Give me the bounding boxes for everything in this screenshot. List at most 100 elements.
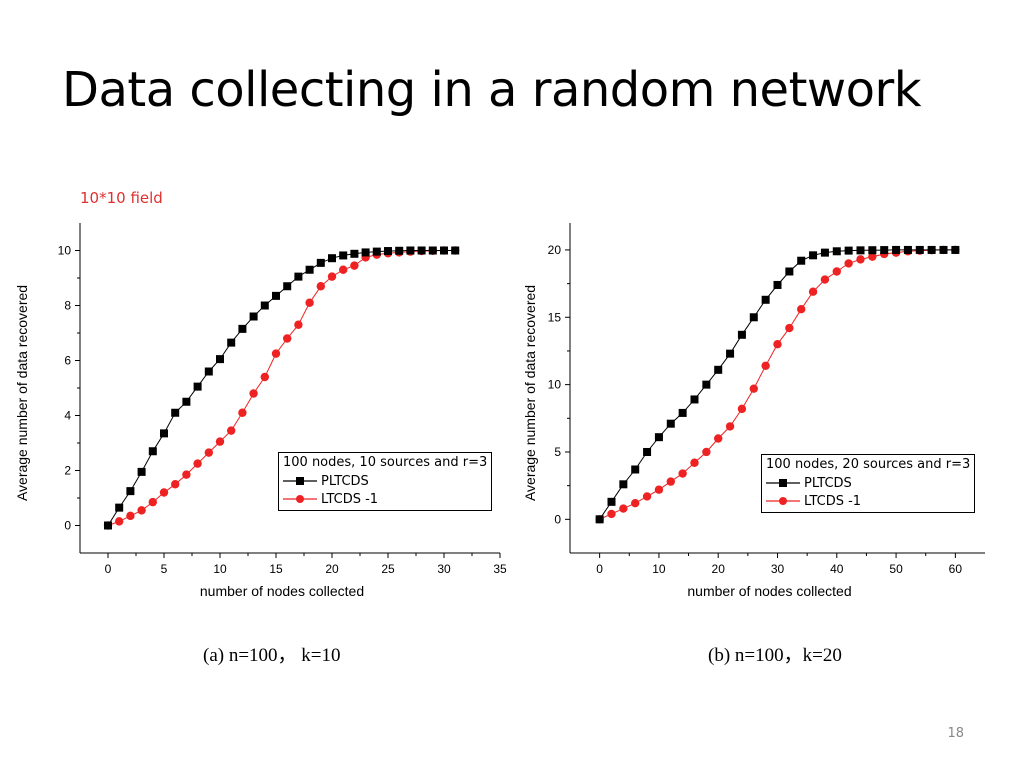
data-point-pltcds — [607, 497, 616, 506]
data-point-ltcds — [126, 511, 135, 521]
y-tick-label: 10 — [58, 244, 72, 258]
data-point-ltcds — [714, 434, 723, 443]
data-point-pltcds — [903, 245, 912, 254]
data-point-pltcds — [451, 246, 460, 255]
data-point-pltcds — [160, 429, 168, 438]
y-tick-label: 20 — [548, 243, 562, 257]
data-point-pltcds — [283, 282, 292, 291]
legend-b: 100 nodes, 20 sources and r=3 PLTCDS LTC… — [761, 454, 976, 513]
y-tick-label: 10 — [548, 378, 562, 392]
data-point-pltcds — [316, 258, 325, 267]
data-point-ltcds — [666, 477, 675, 486]
data-point-pltcds — [868, 246, 877, 255]
data-point-pltcds — [892, 245, 901, 254]
x-tick-label: 0 — [105, 562, 112, 576]
x-tick-label: 15 — [269, 562, 283, 576]
legend-title: 100 nodes, 20 sources and r=3 — [766, 457, 971, 472]
x-tick-label: 5 — [161, 562, 168, 576]
data-point-pltcds — [666, 419, 675, 428]
data-point-ltcds — [271, 349, 281, 358]
data-point-pltcds — [915, 245, 924, 254]
legend-entry-ltcds: LTCDS -1 — [766, 492, 970, 510]
data-point-pltcds — [690, 395, 699, 404]
data-point-pltcds — [227, 338, 236, 347]
data-point-pltcds — [137, 467, 146, 476]
data-point-pltcds — [182, 397, 191, 406]
data-point-pltcds — [305, 265, 314, 274]
caption-a: (a) n=100， k=10 — [203, 645, 341, 666]
data-point-ltcds — [642, 492, 652, 501]
data-point-pltcds — [631, 465, 640, 474]
data-point-pltcds — [126, 487, 135, 496]
data-point-ltcds — [115, 517, 124, 526]
legend-title: 100 nodes, 10 sources and r=3 — [283, 455, 488, 470]
slide-title: Data collecting in a random network — [62, 62, 922, 118]
data-point-ltcds — [227, 426, 236, 435]
legend-label: LTCDS -1 — [804, 493, 862, 509]
data-point-ltcds — [785, 323, 794, 333]
y-axis-label: Average number of data recovered — [522, 285, 538, 501]
data-point-ltcds — [631, 498, 640, 508]
x-tick-label: 10 — [652, 562, 666, 576]
data-point-ltcds — [797, 305, 806, 314]
x-tick-label: 60 — [949, 562, 963, 576]
data-point-ltcds — [808, 287, 818, 296]
data-point-pltcds — [216, 355, 224, 364]
y-tick-label: 6 — [64, 354, 71, 368]
data-point-pltcds — [702, 380, 711, 389]
legend-label: PLTCDS — [804, 475, 852, 491]
data-point-ltcds — [773, 340, 782, 349]
data-point-ltcds — [607, 509, 616, 519]
x-tick-label: 20 — [325, 562, 339, 576]
data-point-pltcds — [595, 515, 604, 524]
data-point-pltcds — [193, 382, 202, 391]
data-point-pltcds — [171, 408, 180, 417]
data-point-ltcds — [305, 298, 314, 307]
data-point-ltcds — [171, 480, 180, 489]
data-point-pltcds — [115, 503, 124, 512]
x-tick-label: 20 — [712, 562, 726, 576]
data-point-ltcds — [238, 408, 247, 417]
data-point-pltcds — [820, 248, 829, 257]
data-point-ltcds — [182, 470, 191, 479]
data-point-pltcds — [260, 301, 269, 310]
data-point-ltcds — [316, 282, 325, 291]
data-point-pltcds — [428, 246, 437, 255]
chart-b: 0 10 20 30 40 50 60 0 5 10 15 20 number of nodes col… — [522, 223, 985, 599]
field-note: 10*10 field — [80, 189, 163, 207]
data-point-ltcds — [702, 447, 711, 457]
data-point-ltcds — [725, 422, 735, 431]
x-tick-label: 35 — [493, 562, 507, 576]
data-point-pltcds — [785, 267, 794, 276]
data-point-ltcds — [327, 272, 337, 281]
data-point-pltcds — [856, 246, 865, 255]
x-axis-label: number of nodes collected — [200, 583, 364, 599]
data-point-pltcds — [951, 245, 960, 254]
data-point-ltcds — [832, 267, 841, 276]
legend-entry-pltcds: PLTCDS — [766, 474, 970, 492]
data-point-ltcds — [215, 437, 225, 446]
y-tick-label: 15 — [548, 310, 562, 324]
legend-entry-ltcds: LTCDS -1 — [283, 490, 487, 508]
x-tick-label: 50 — [889, 562, 903, 576]
data-point-pltcds — [761, 295, 770, 304]
data-point-pltcds — [406, 246, 415, 255]
data-point-ltcds — [249, 389, 258, 398]
data-point-ltcds — [761, 361, 770, 370]
data-point-ltcds — [193, 459, 202, 468]
data-point-ltcds — [260, 372, 269, 382]
chart-a: 0 5 10 15 20 25 30 35 0 2 4 6 8 10 number of nodes col… — [14, 223, 507, 599]
data-point-pltcds — [832, 247, 841, 256]
data-point-pltcds — [654, 433, 663, 442]
data-point-pltcds — [619, 480, 628, 489]
data-point-pltcds — [678, 408, 687, 417]
data-point-pltcds — [726, 349, 735, 358]
data-point-pltcds — [272, 291, 280, 300]
data-point-ltcds — [654, 485, 664, 494]
data-point-pltcds — [350, 249, 359, 258]
data-point-ltcds — [737, 404, 747, 414]
data-point-ltcds — [350, 261, 359, 270]
data-point-ltcds — [690, 458, 699, 467]
x-tick-label: 10 — [213, 562, 227, 576]
data-point-ltcds — [204, 448, 213, 457]
